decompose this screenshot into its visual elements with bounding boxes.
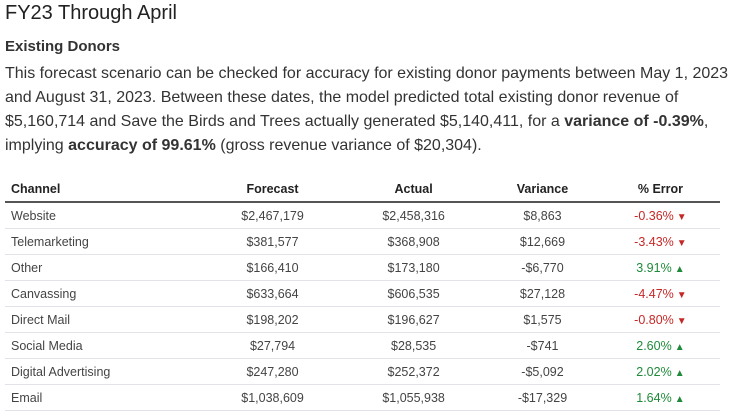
table-header: Channel Forecast Actual Variance % Error — [5, 176, 720, 203]
table-row: Other $166,410 $173,180 -$6,770 3.91% ▲ — [5, 254, 720, 281]
error-value: -0.36% — [634, 208, 674, 223]
channel-cell: Email — [5, 384, 202, 411]
header-forecast: Forecast — [202, 176, 344, 203]
table-row: Direct Mail $198,202 $196,627 $1,575 -0.80% ▼ — [5, 306, 720, 333]
error-cell: 2.60% ▲ — [600, 332, 720, 359]
channel-cell: Website — [5, 202, 202, 229]
arrow-down-icon: ▼ — [676, 289, 687, 301]
actual-cell: $196,627 — [343, 306, 485, 333]
error-value: -0.80% — [634, 312, 674, 327]
error-value: 1.64% — [636, 390, 672, 405]
header-actual: Actual — [343, 176, 485, 203]
variance-cell: -$5,092 — [484, 358, 601, 385]
forecast-cell: $27,794 — [202, 332, 344, 359]
actual-cell: $606,535 — [343, 280, 485, 307]
channel-cell: Direct Mail — [5, 306, 202, 333]
forecast-cell: $247,280 — [202, 358, 344, 385]
actual-cell: $368,908 — [343, 228, 485, 255]
arrow-up-icon: ▲ — [674, 367, 685, 379]
error-cell: -0.80% ▼ — [600, 306, 720, 333]
arrow-up-icon: ▲ — [674, 341, 685, 353]
section-title: Existing Donors — [5, 38, 121, 55]
actual-cell: $2,458,316 — [343, 202, 485, 229]
error-value: -3.43% — [634, 234, 674, 249]
actual-cell: $252,372 — [343, 358, 485, 385]
error-value: 3.91% — [636, 260, 672, 275]
error-value: 2.02% — [636, 364, 672, 379]
page-title: FY23 Through April — [5, 2, 177, 24]
variance-highlight: variance of -0.39% — [564, 113, 704, 130]
summary-text: , implying — [5, 113, 709, 154]
arrow-down-icon: ▼ — [676, 211, 687, 223]
channel-cell: Digital Advertising — [5, 358, 202, 385]
actual-cell: $173,180 — [343, 254, 485, 281]
variance-cell: -$6,770 — [484, 254, 601, 281]
forecast-cell: $166,410 — [202, 254, 344, 281]
error-cell: -3.43% ▼ — [600, 228, 720, 255]
table-row: Canvassing $633,664 $606,535 $27,128 -4.47% ▼ — [5, 280, 720, 307]
error-cell: 1.64% ▲ — [600, 384, 720, 411]
header-error: % Error — [600, 176, 720, 203]
forecast-cell: $1,038,609 — [202, 384, 344, 411]
forecast-cell: $2,467,179 — [202, 202, 344, 229]
channel-cell: Other — [5, 254, 202, 281]
variance-cell: $12,669 — [484, 228, 601, 255]
accuracy-highlight: accuracy of 99.61% — [68, 137, 216, 154]
variance-cell: -$741 — [484, 332, 601, 359]
summary-text: This forecast scenario can be checked fo… — [5, 65, 729, 130]
summary-paragraph: This forecast scenario can be checked fo… — [5, 62, 740, 158]
channel-cell: Social Media — [5, 332, 202, 359]
actual-cell: $1,055,938 — [343, 384, 485, 411]
table-row: Telemarketing $381,577 $368,908 $12,669 -3.4… — [5, 228, 720, 255]
error-cell: 3.91% ▲ — [600, 254, 720, 281]
arrow-down-icon: ▼ — [676, 237, 687, 249]
table-row: Digital Advertising $247,280 $252,372 -$5,0… — [5, 358, 720, 385]
error-value: 2.60% — [636, 338, 672, 353]
arrow-up-icon: ▲ — [674, 393, 685, 405]
channel-cell: Telemarketing — [5, 228, 202, 255]
channel-cell: Canvassing — [5, 280, 202, 307]
error-cell: -4.47% ▼ — [600, 280, 720, 307]
forecast-cell: $381,577 — [202, 228, 344, 255]
variance-cell: $1,575 — [484, 306, 601, 333]
forecast-cell: $633,664 — [202, 280, 344, 307]
variance-cell: -$17,329 — [484, 384, 601, 411]
table-row: Social Media $27,794 $28,535 -$741 2.60% ▲ — [5, 332, 720, 359]
forecast-cell: $198,202 — [202, 306, 344, 333]
header-variance: Variance — [484, 176, 601, 203]
variance-cell: $8,863 — [484, 202, 601, 229]
arrow-up-icon: ▲ — [674, 263, 685, 275]
error-cell: 2.02% ▲ — [600, 358, 720, 385]
channel-table: Channel Forecast Actual Variance % Error… — [5, 176, 720, 411]
table-row: Email $1,038,609 $1,055,938 -$17,329 1.64% ▲ — [5, 384, 720, 411]
arrow-down-icon: ▼ — [676, 315, 687, 327]
table-row: Website $2,467,179 $2,458,316 $8,863 -0.36% ▼ — [5, 202, 720, 229]
error-cell: -0.36% ▼ — [600, 202, 720, 229]
summary-text: (gross revenue variance of $20,304). — [215, 137, 482, 154]
header-channel: Channel — [5, 176, 202, 203]
variance-cell: $27,128 — [484, 280, 601, 307]
error-value: -4.47% — [634, 286, 674, 301]
actual-cell: $28,535 — [343, 332, 485, 359]
